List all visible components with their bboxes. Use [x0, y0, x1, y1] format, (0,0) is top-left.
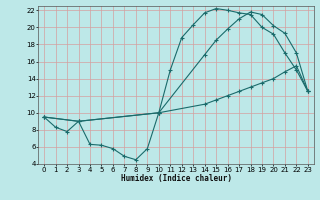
X-axis label: Humidex (Indice chaleur): Humidex (Indice chaleur) [121, 174, 231, 183]
